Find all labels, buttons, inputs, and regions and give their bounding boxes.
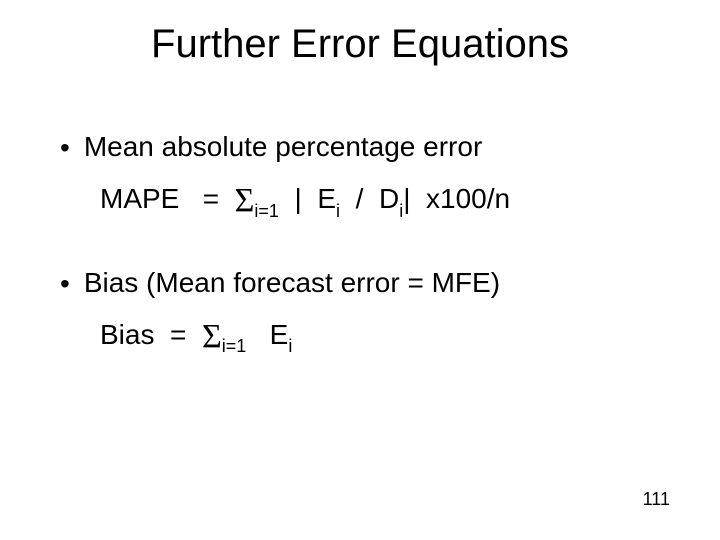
var-e-sub: i — [288, 336, 292, 356]
abs-bar: | — [295, 183, 302, 214]
bullet-item: • Mean absolute percentage error — [60, 130, 660, 164]
sigma-icon: Σ — [202, 318, 222, 355]
page-number: 111 — [643, 489, 670, 510]
abs-bar: | — [403, 183, 410, 214]
formula-mape: MAPE = Σi=1 | Ei / Di| x100/n — [100, 182, 660, 226]
slash: / — [356, 183, 364, 214]
formula-bias: Bias = Σi=1 Ei — [100, 318, 660, 362]
bullet-marker-icon: • — [60, 132, 70, 164]
var-d: D — [379, 183, 399, 214]
var-e-sub: i — [336, 201, 340, 221]
bullet-item: • Bias (Mean forecast error = MFE) — [60, 266, 660, 300]
formula-tail: x100/n — [426, 183, 510, 214]
var-e: E — [270, 319, 289, 350]
bullet-text: Mean absolute percentage error — [84, 130, 482, 164]
formula-lhs: Bias — [100, 319, 154, 350]
bullet-marker-icon: • — [60, 268, 70, 300]
equals-sign: = — [170, 319, 186, 350]
sigma-subscript: i=1 — [222, 336, 247, 356]
bullet-text: Bias (Mean forecast error = MFE) — [84, 266, 500, 300]
var-e: E — [317, 183, 336, 214]
sigma-subscript: i=1 — [254, 201, 279, 221]
slide-body: • Mean absolute percentage error MAPE = … — [60, 130, 660, 401]
slide-title: Further Error Equations — [0, 22, 720, 67]
formula-lhs: MAPE — [100, 183, 179, 214]
var-d-sub: i — [399, 201, 403, 221]
sigma-icon: Σ — [235, 182, 255, 219]
equals-sign: = — [203, 183, 219, 214]
slide: Further Error Equations • Mean absolute … — [0, 0, 720, 540]
